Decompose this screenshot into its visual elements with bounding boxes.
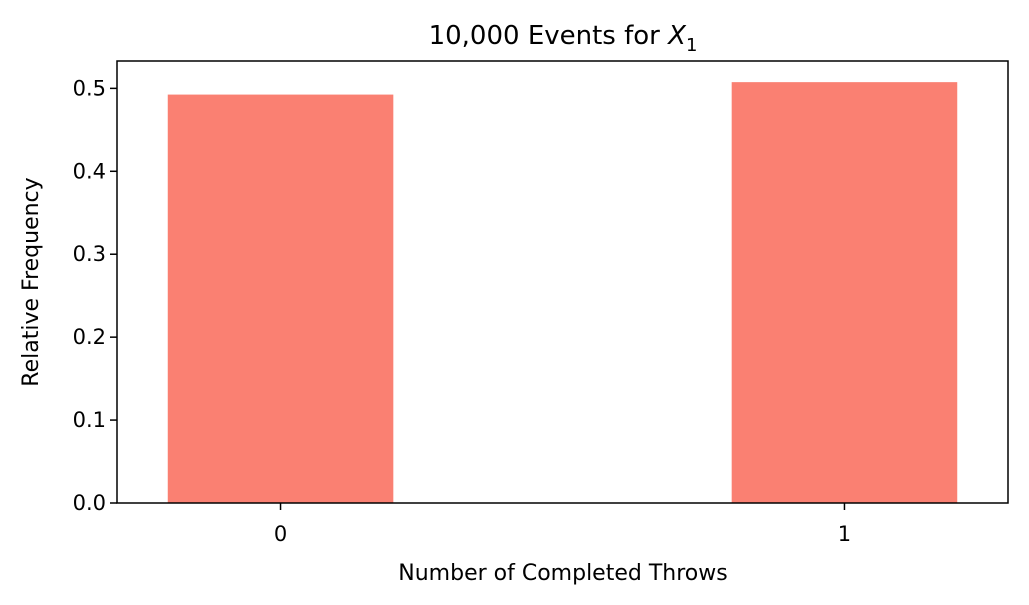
- x-axis-label: Number of Completed Throws: [398, 561, 727, 586]
- y-axis-label: Relative Frequency: [19, 177, 44, 386]
- x-tick-label: 0: [274, 522, 287, 546]
- bar-0: [167, 94, 394, 504]
- y-tick-label: 0.5: [73, 76, 106, 100]
- y-tick-label: 0.4: [73, 159, 106, 183]
- chart-title-variable: X: [666, 21, 687, 51]
- y-tick-label: 0.2: [73, 325, 106, 349]
- bar-1: [731, 82, 958, 504]
- y-axis: 0.0 0.1 0.2 0.3 0.4 0.5: [73, 76, 117, 515]
- y-tick-label: 0.3: [73, 242, 106, 266]
- chart-title: 10,000 Events for X1: [429, 21, 698, 56]
- plot-frame: [116, 60, 1009, 504]
- chart-title-prefix: 10,000 Events for: [429, 21, 669, 51]
- y-tick-label: 0.1: [73, 408, 106, 432]
- y-tick-label: 0.0: [73, 491, 106, 515]
- bars-group: [167, 82, 958, 504]
- x-tick-label: 1: [838, 522, 851, 546]
- chart-title-subscript: 1: [686, 35, 697, 56]
